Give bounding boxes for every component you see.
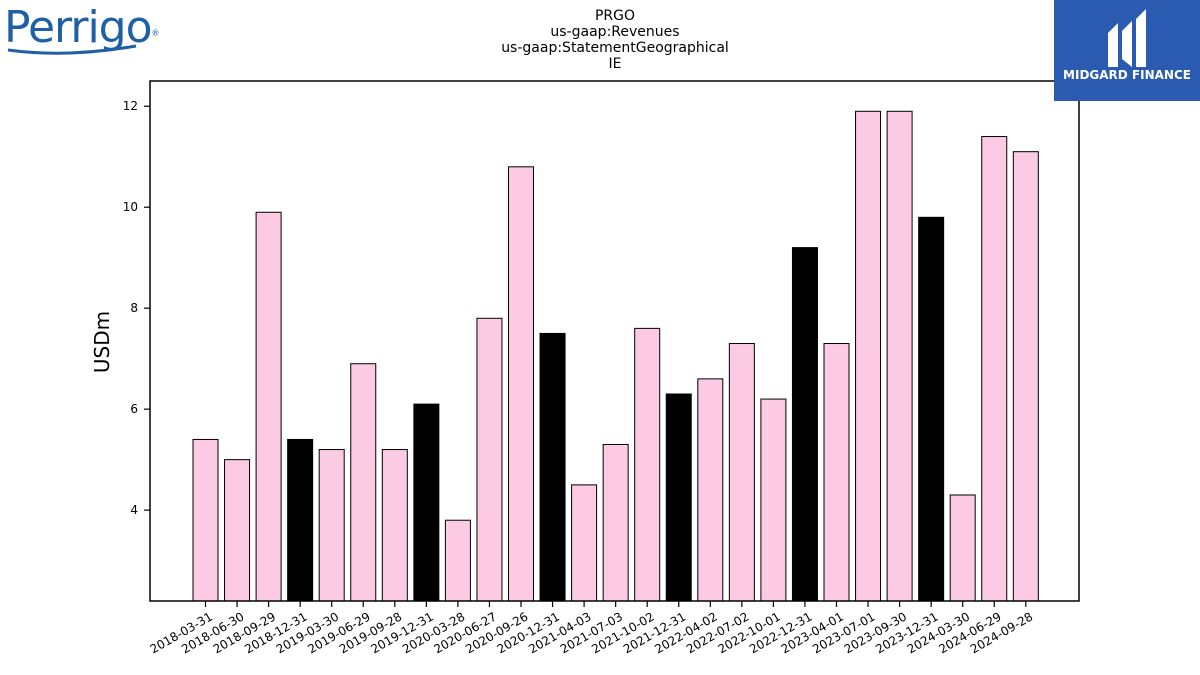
bar: [634, 327, 661, 602]
bar: [886, 110, 913, 602]
plot-frame: [149, 80, 1080, 602]
title-line: us-gaap:Revenues: [550, 24, 679, 40]
x-axis: 2018-03-312018-06-302018-09-292018-12-31…: [148, 601, 1035, 656]
y-tick-label: 8: [130, 301, 138, 315]
bar: [571, 484, 598, 602]
logo-swoosh-icon: [7, 44, 137, 55]
title-line: IE: [609, 56, 622, 72]
bar: [255, 211, 282, 602]
bar: [1012, 151, 1039, 602]
title-line: PRGO: [595, 8, 635, 24]
bar: [981, 136, 1008, 602]
registered-mark: ®: [151, 28, 160, 38]
bar: [350, 363, 377, 602]
bar: [855, 110, 882, 602]
y-axis-label: USDm: [90, 311, 114, 373]
bar: [728, 343, 755, 602]
y-tick-label: 10: [123, 200, 138, 214]
bar: [823, 343, 850, 602]
bar-highlighted: [918, 216, 945, 602]
bar-highlighted: [413, 403, 440, 602]
bar-highlighted: [539, 332, 566, 602]
bar: [192, 438, 219, 602]
bar-highlighted: [665, 393, 692, 602]
midgard-mark-icon: [1108, 9, 1146, 67]
bar: [949, 494, 976, 602]
perrigo-logo: Perrigo®: [4, 2, 160, 58]
bar-highlighted: [791, 247, 818, 602]
perrigo-logo-text: Perrigo: [4, 2, 153, 53]
midgard-finance-logo: MIDGARD FINANCE: [1054, 0, 1200, 101]
y-tick-label: 4: [130, 503, 138, 517]
bar: [318, 449, 345, 602]
bar: [602, 443, 629, 602]
y-axis: 4 6 8 10 12: [123, 99, 150, 517]
bar: [760, 398, 787, 602]
bar: [476, 317, 503, 602]
y-tick-label: 6: [130, 402, 138, 416]
bar-highlighted: [287, 438, 314, 602]
y-tick-label: 12: [123, 99, 138, 113]
chart-title: PRGOus-gaap:Revenuesus-gaap:StatementGeo…: [501, 8, 729, 72]
midgard-finance-text: MIDGARD FINANCE: [1063, 68, 1191, 82]
title-line: us-gaap:StatementGeographical: [501, 40, 729, 56]
bars-group: [192, 110, 1039, 602]
bar: [508, 166, 534, 602]
bar: [381, 449, 408, 602]
bar: [224, 459, 251, 602]
bar: [697, 378, 724, 602]
bar: [444, 519, 471, 602]
